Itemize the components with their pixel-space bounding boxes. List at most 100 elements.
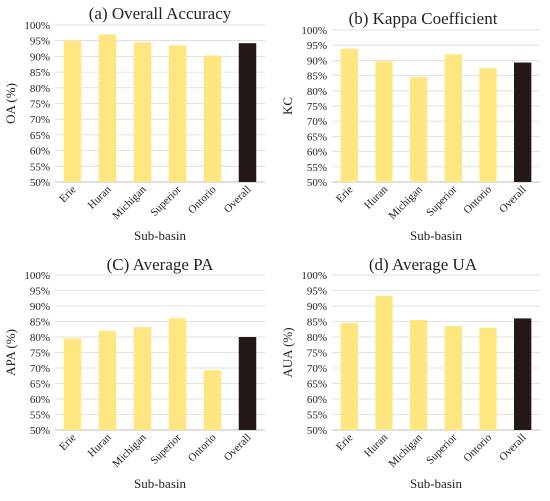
bar-superior [168,45,187,182]
chart-panel-0: (a) Overall Accuracy 50% 55% 60% 65% 70% 75% 80… [3,4,265,243]
y-tick-label: 85% [307,71,327,83]
y-tick-label: 100% [24,20,50,32]
y-tick-label: 55% [30,410,50,422]
x-tick-label: Michigan [386,183,425,222]
x-tick-label: Michigan [110,431,149,470]
y-tick-label: 100% [24,270,50,282]
y-tick-label: 60% [30,146,50,158]
y-axis-title: OA (%) [3,83,18,124]
x-tick-label: Erie [334,184,356,206]
y-tick-label: 80% [30,83,50,95]
y-tick-label: 100% [301,25,327,37]
x-tick-label: Overall [497,432,529,464]
y-tick-label: 65% [30,379,50,391]
y-tick-label: 85% [307,317,327,329]
x-tick-label: Superior [148,183,184,219]
x-tick-label: Ontorio [461,183,494,216]
x-tick-label: Huran [86,431,114,459]
y-tick-label: 60% [30,394,50,406]
chart-panel-2: (C) Average PA 50% 55% 60% 65% 70% 75% 80% 85% 90… [3,255,265,491]
y-tick-label: 95% [30,36,50,48]
y-tick-label: 90% [30,301,50,313]
bar-ontorio [479,327,497,430]
x-tick-label: Erie [334,432,356,454]
chart-panel-3: (d) Average UA 50% 55% 60% 65% 70% 75% 80% 85% 90… [280,255,540,491]
bar-huran [98,330,117,430]
y-tick-label: 90% [307,55,327,67]
x-tick-label: Michigan [386,431,425,470]
y-tick-label: 55% [30,161,50,173]
chart-title: (a) Overall Accuracy [89,4,232,23]
bar-huran [375,61,393,183]
y-tick-label: 50% [307,425,327,437]
bar-erie [340,323,358,430]
bar-michigan [133,42,152,182]
y-tick-label: 90% [307,301,327,313]
y-tick-label: 75% [307,348,327,360]
x-axis-title: Sub-basin [410,476,463,491]
y-tick-label: 70% [30,363,50,375]
y-tick-label: 55% [307,410,327,422]
x-tick-label: Michigan [110,183,149,222]
bar-erie [63,338,82,430]
bar-erie [340,48,358,183]
y-tick-label: 70% [307,363,327,375]
bar-overall [514,318,532,430]
x-tick-label: Overall [222,432,254,464]
x-axis-title: Sub-basin [410,228,463,243]
y-tick-label: 50% [307,177,327,189]
x-tick-label: Ontorio [186,431,219,464]
y-tick-label: 85% [30,317,50,329]
y-tick-label: 80% [307,86,327,98]
x-tick-label: Erie [57,184,79,206]
y-tick-label: 75% [30,99,50,111]
bar-erie [63,40,82,183]
x-tick-label: Huran [362,183,390,211]
y-tick-label: 50% [30,425,50,437]
bar-superior [168,318,187,430]
bar-ontorio [203,370,222,430]
x-tick-label: Ontorio [461,431,494,464]
y-tick-label: 80% [307,332,327,344]
bar-ontorio [479,68,497,182]
y-tick-label: 75% [30,348,50,360]
y-tick-label: 60% [307,394,327,406]
y-tick-label: 70% [30,114,50,126]
y-tick-label: 65% [307,131,327,143]
x-tick-label: Superior [424,431,460,467]
y-axis-title: AUA (%) [280,327,295,377]
chart-panel-1: (b) Kappa Coefficient 50% 55% 60% 65% 70% 75% 8… [280,9,540,243]
bar-overall [514,62,532,182]
y-tick-label: 65% [30,130,50,142]
y-tick-label: 95% [307,40,327,52]
chart-title: (d) Average UA [369,255,478,274]
x-tick-label: Huran [362,431,390,459]
x-tick-label: Erie [57,432,79,454]
bar-superior [444,326,462,430]
y-tick-label: 65% [307,379,327,391]
chart-title: (C) Average PA [107,255,214,274]
y-axis-title: KC [280,97,295,115]
bar-michigan [410,319,428,430]
x-tick-label: Superior [148,431,184,467]
y-tick-label: 80% [30,332,50,344]
x-tick-label: Superior [424,183,460,219]
bar-huran [375,295,393,430]
bar-michigan [133,327,152,430]
y-tick-label: 60% [307,147,327,159]
y-tick-label: 50% [30,177,50,189]
y-tick-label: 55% [307,162,327,174]
bar-ontorio [203,55,222,182]
y-tick-label: 75% [307,101,327,113]
x-tick-label: Huran [86,183,114,211]
bar-superior [444,54,462,182]
y-tick-label: 90% [30,51,50,63]
y-tick-label: 85% [30,67,50,79]
bar-michigan [410,77,428,182]
x-axis-title: Sub-basin [134,228,187,243]
y-tick-label: 100% [301,270,327,282]
bar-huran [98,34,117,182]
y-tick-label: 95% [30,286,50,298]
x-tick-label: Overall [497,184,529,216]
